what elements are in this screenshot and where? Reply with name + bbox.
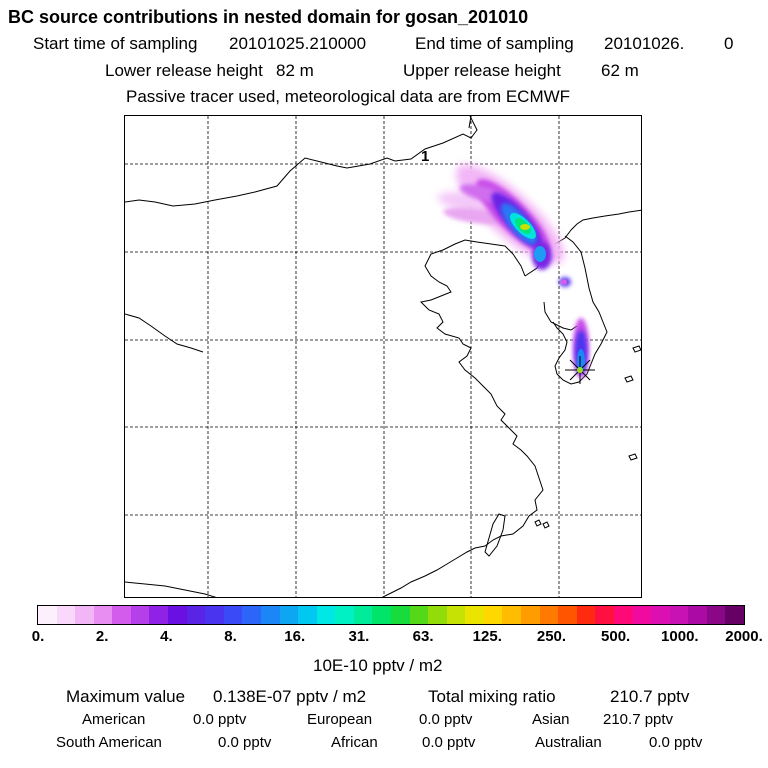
colorbar-segment bbox=[316, 606, 336, 624]
colorbar-segment bbox=[335, 606, 354, 624]
region-name: American bbox=[82, 711, 146, 728]
colorbar-segment bbox=[595, 606, 614, 624]
colorbar-segment bbox=[242, 606, 261, 624]
colorbar-tick-label: 1000. bbox=[661, 628, 699, 645]
start-time-label: Start time of sampling bbox=[33, 34, 198, 53]
colorbar-tick-label: 16. bbox=[284, 628, 306, 645]
map-title: BC source contributions in nested domain… bbox=[8, 7, 529, 27]
total-mixing-ratio-label: Total mixing ratio bbox=[428, 687, 556, 706]
colorbar-segment bbox=[688, 606, 707, 624]
total-mixing-ratio-value: 210.7 pptv bbox=[610, 687, 690, 706]
colorbar-segment bbox=[168, 606, 187, 624]
colorbar-segment bbox=[669, 606, 689, 624]
colorbar-segment bbox=[502, 606, 522, 624]
lower-release-label: Lower release height bbox=[105, 61, 263, 80]
colorbar-segment bbox=[390, 606, 410, 624]
colorbar-segment bbox=[576, 606, 596, 624]
colorbar-segment bbox=[483, 606, 503, 624]
region-value: 0.0 pptv bbox=[649, 734, 703, 751]
colorbar-segment bbox=[260, 606, 280, 624]
start-time-value: 20101025.210000 bbox=[229, 34, 367, 53]
colorbar-segment bbox=[223, 606, 243, 624]
colorbar-segment bbox=[706, 606, 726, 624]
lower-release-value: 82 m bbox=[276, 61, 314, 80]
region-name: Australian bbox=[535, 734, 602, 751]
tracer-note: Passive tracer used, meteorological data… bbox=[126, 87, 571, 106]
colorbar-segment bbox=[130, 606, 150, 624]
colorbar-segment bbox=[112, 606, 131, 624]
colorbar-segment bbox=[38, 606, 57, 624]
colorbar-segment bbox=[725, 606, 744, 624]
end-time-label: End time of sampling bbox=[415, 34, 574, 53]
colorbar-tick-label: 250. bbox=[536, 628, 567, 645]
colorbar-segment bbox=[558, 606, 577, 624]
colorbar-segment bbox=[632, 606, 652, 624]
colorbar-segment bbox=[149, 606, 169, 624]
region-name: European bbox=[307, 711, 373, 728]
colorbar-tick-label: 31. bbox=[348, 628, 370, 645]
colorbar-unit: 10E-10 pptv / m2 bbox=[313, 656, 443, 675]
colorbar-tick-label: 500. bbox=[601, 628, 631, 645]
map-canvas: 1 bbox=[125, 116, 641, 597]
region-name: South American bbox=[56, 734, 162, 751]
region-name: African bbox=[331, 734, 378, 751]
colorbar-tick-label: 63. bbox=[412, 628, 434, 645]
coastlines bbox=[125, 116, 641, 597]
colorbar-segment bbox=[428, 606, 447, 624]
colorbar-segment bbox=[521, 606, 540, 624]
colorbar-segment bbox=[298, 606, 317, 624]
colorbar-segment bbox=[75, 606, 94, 624]
region-value: 0.0 pptv bbox=[218, 734, 272, 751]
region-value: 0.0 pptv bbox=[193, 711, 247, 728]
receptor-marker-icon bbox=[565, 356, 595, 384]
upper-release-label: Upper release height bbox=[403, 61, 561, 80]
colorbar-tick-label: 2000. bbox=[725, 628, 763, 645]
colorbar-tick-label: 8. bbox=[224, 628, 237, 645]
end-time-value: 20101026. bbox=[604, 34, 685, 53]
colorbar-segment bbox=[93, 606, 113, 624]
colorbar-tick-label: 2. bbox=[95, 628, 109, 645]
region-name: Asian bbox=[532, 711, 570, 728]
colorbar-segment bbox=[186, 606, 206, 624]
colorbar-segment bbox=[465, 606, 484, 624]
map-panel: 1 bbox=[124, 115, 642, 598]
colorbar-segment bbox=[372, 606, 391, 624]
end-time-extra: 0 bbox=[724, 34, 734, 53]
colorbar-segment bbox=[539, 606, 559, 624]
graticule bbox=[125, 116, 641, 597]
colorbar-tick-label: 4. bbox=[160, 628, 173, 645]
map-label-1: 1 bbox=[421, 148, 429, 165]
concentration-plume bbox=[437, 164, 589, 378]
colorbar-segment bbox=[613, 606, 633, 624]
colorbar-tick-label: 0. bbox=[31, 628, 45, 645]
colorbar-segment bbox=[353, 606, 373, 624]
colorbar-segment bbox=[56, 606, 76, 624]
colorbar-segment bbox=[651, 606, 670, 624]
region-value: 0.0 pptv bbox=[422, 734, 476, 751]
maximum-value-label: Maximum value bbox=[66, 687, 186, 706]
colorbar-segment bbox=[279, 606, 299, 624]
maximum-value: 0.138E-07 pptv / m2 bbox=[213, 687, 367, 706]
colorbar bbox=[37, 605, 745, 625]
region-value: 210.7 pptv bbox=[603, 711, 674, 728]
colorbar-segment bbox=[446, 606, 466, 624]
colorbar-segment bbox=[205, 606, 224, 624]
region-value: 0.0 pptv bbox=[419, 711, 473, 728]
upper-release-value: 62 m bbox=[601, 61, 639, 80]
colorbar-segment bbox=[409, 606, 429, 624]
colorbar-tick-label: 125. bbox=[472, 628, 502, 645]
